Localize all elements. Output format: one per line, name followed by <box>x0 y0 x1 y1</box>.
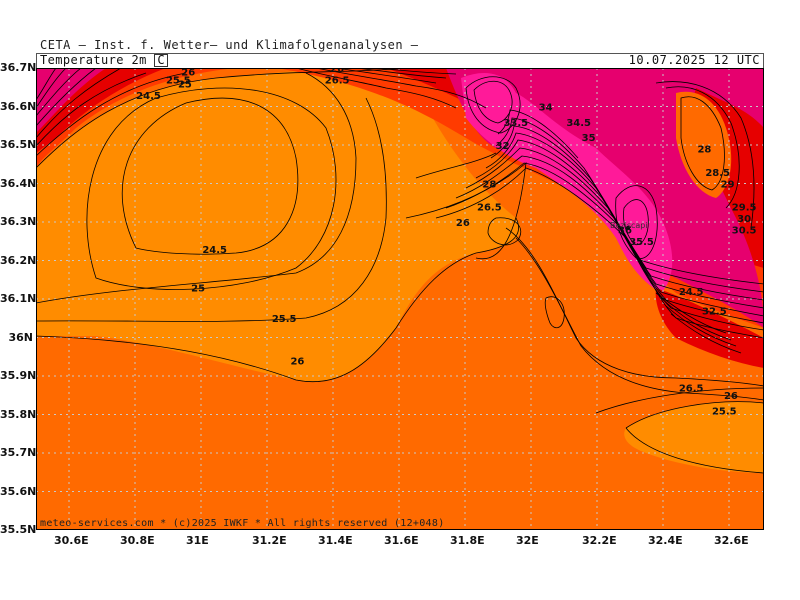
contour-label: 24.5 <box>202 245 227 256</box>
lat-tick-label: 35.8N <box>0 407 37 421</box>
contour-label: 30.5 <box>732 226 757 237</box>
lat-tick-label: 36.2N <box>0 253 37 267</box>
lon-tick-label: 30.8E <box>120 534 155 547</box>
lon-tick-label: 31.8E <box>450 534 485 547</box>
copyright-footer: meteo-services.com * (c)2025 IWKF * All … <box>40 518 445 529</box>
temperature-map: Beziscapi 2625.52524.524.52525.5262626.5… <box>36 68 764 530</box>
lon-tick-label: 32E <box>516 534 539 547</box>
map-frame <box>36 68 764 530</box>
contour-label: 28.5 <box>705 168 730 179</box>
lon-tick-label: 31E <box>186 534 209 547</box>
lat-tick-label: 35.5N <box>0 523 37 536</box>
lon-tick-label: 30.6E <box>54 534 89 547</box>
contour-label: 28 <box>697 145 711 156</box>
contour-lines <box>36 68 764 474</box>
contour-label: 25 <box>191 283 205 294</box>
lat-tick-label: 35.7N <box>0 446 37 459</box>
contour-label: 35 <box>582 133 596 144</box>
contour-label: 29 <box>721 179 735 190</box>
contour-label: 35.5 <box>629 237 654 248</box>
lon-tick-label: 32.4E <box>648 534 683 547</box>
lon-tick-label: 31.4E <box>318 534 353 547</box>
source-header: CETA — Inst. f. Wetter— und Klimafolgena… <box>40 38 419 52</box>
lon-tick-label: 32.2E <box>582 534 617 547</box>
contour-label: 28 <box>482 179 496 190</box>
contour-label: 25 <box>178 79 192 90</box>
contour-label: 26 <box>290 356 304 367</box>
valid-time: 10.07.2025 12 UTC <box>628 53 760 67</box>
place-marker <box>626 226 630 230</box>
contour-label: 33.5 <box>503 118 528 129</box>
lat-tick-label: 36N <box>8 330 33 344</box>
contour-label: 25.5 <box>272 314 297 325</box>
contour-label: 26 <box>456 218 470 229</box>
contour-label: 32.5 <box>702 306 727 317</box>
lat-tick-label: 36.6N <box>0 99 37 113</box>
lat-tick-label: 36.5N <box>0 138 37 151</box>
unit-box: C <box>154 54 168 67</box>
lon-tick-label: 32.6E <box>714 534 749 547</box>
cool-region-southeast <box>624 401 764 473</box>
place-label: Beziscapi <box>610 221 648 230</box>
lat-tick-label: 36.7N <box>0 61 37 74</box>
parameter-name: Temperature 2m <box>40 53 147 67</box>
contour-label: 24.5 <box>136 91 161 102</box>
contour-label: 24.5 <box>679 287 704 298</box>
lat-tick-label: 35.6N <box>0 484 37 498</box>
lat-tick-label: 36.3N <box>0 215 37 228</box>
contour-label: 32 <box>496 141 510 152</box>
parameter-label: Temperature 2m C <box>40 53 168 67</box>
contour-label: 25.5 <box>712 407 737 418</box>
lat-tick-label: 36.4N <box>0 176 37 190</box>
contour-label: 34 <box>539 102 553 113</box>
contour-label: 26.5 <box>477 202 502 213</box>
contour-label: 26 <box>724 391 738 402</box>
contour-label: 25.5 <box>166 75 191 86</box>
title-bar <box>36 53 764 68</box>
lat-tick-label: 36.1N <box>0 292 37 305</box>
lon-tick-label: 31.6E <box>384 534 419 547</box>
contour-label: 26.5 <box>325 75 350 86</box>
contour-label: 26 <box>330 68 344 75</box>
contour-label: 34.5 <box>566 118 591 129</box>
contour-label: 29.5 <box>732 202 757 213</box>
contour-labels: 2625.52524.524.52525.5262626.52626.52832… <box>136 68 757 418</box>
lon-tick-label: 31.2E <box>252 534 287 547</box>
lat-tick-label: 35.9N <box>0 369 37 382</box>
contour-label: 26 <box>181 68 195 79</box>
contour-label: 26.5 <box>679 383 704 394</box>
contour-label: 30 <box>737 214 751 225</box>
contour-label: 36 <box>618 226 632 237</box>
